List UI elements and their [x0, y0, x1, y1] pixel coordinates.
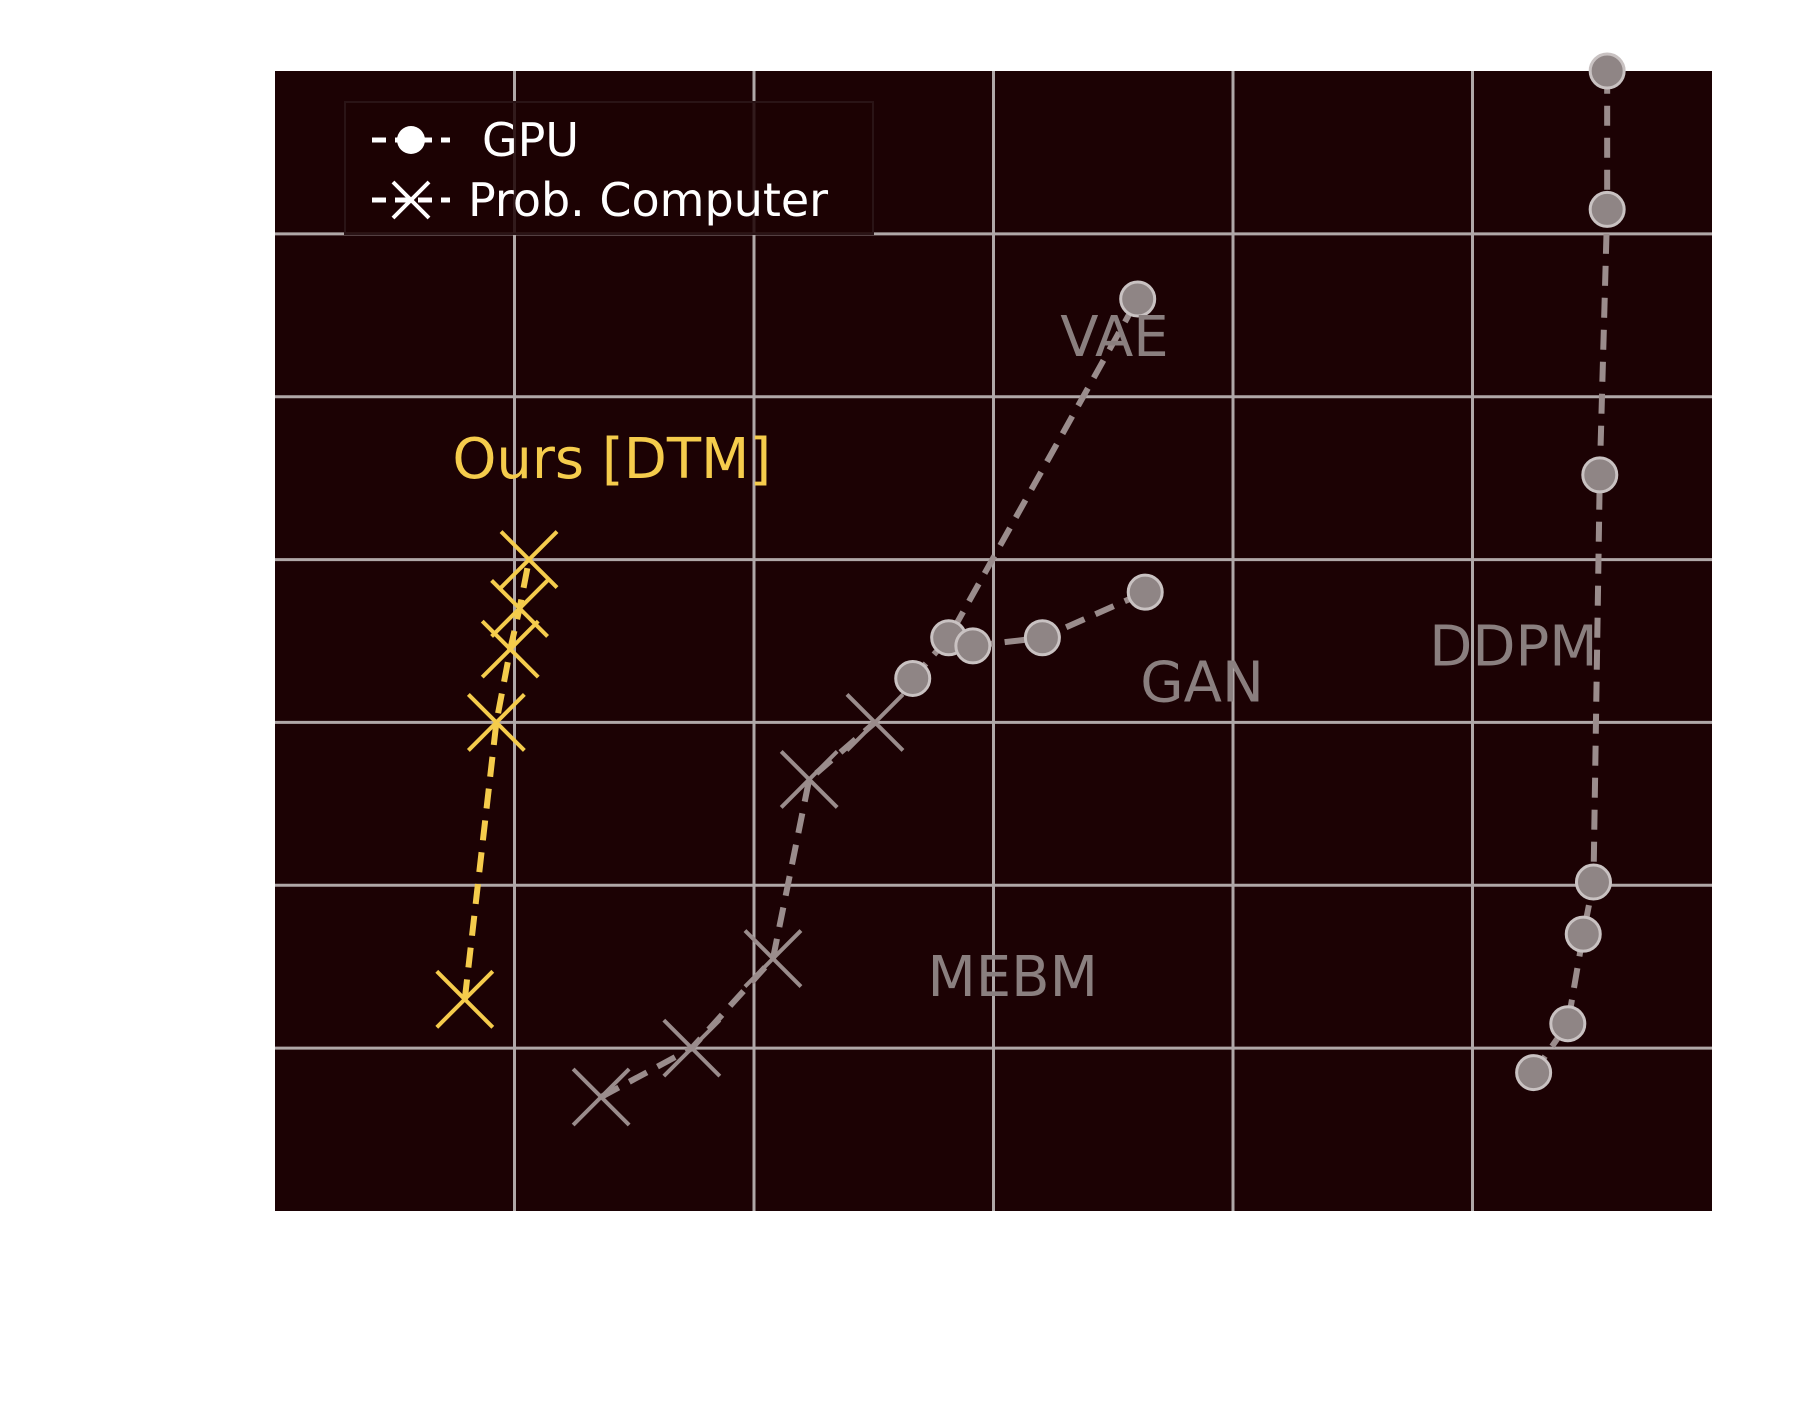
x-tick-label: 10⁻⁵: [1417, 1237, 1527, 1295]
data-point-mebm: [571, 1067, 631, 1127]
data-point-ours-dtm: [499, 530, 559, 589]
legend-marker-circle: [397, 126, 425, 154]
annotation-ours-dtm: Ours [DTM]: [452, 427, 771, 492]
data-point-gan: [1023, 619, 1061, 657]
y-tick-label: 0.07: [116, 43, 227, 101]
y-axis-label: Performance [FID]: [15, 420, 75, 892]
legend-marker-x: [391, 180, 431, 220]
data-point-ours-dtm: [480, 619, 540, 679]
series-vae: [894, 280, 1157, 697]
data-point-ddpm: [1581, 456, 1619, 494]
data-point-ours-dtm: [435, 969, 495, 1029]
data-point-ddpm: [1564, 915, 1602, 953]
series-group: [435, 52, 1626, 1127]
data-point-vae: [1119, 280, 1157, 318]
data-point-ddpm: [1588, 190, 1626, 228]
annotation-vae: VAE: [1060, 305, 1168, 370]
y-tick-label: 0.05: [116, 369, 227, 427]
data-point-ddpm: [1574, 863, 1612, 901]
data-point-ddpm: [1588, 52, 1626, 90]
y-tick-label: 0.04: [116, 532, 227, 590]
data-point-ours-dtm: [490, 579, 549, 638]
data-point-vae: [894, 659, 932, 697]
x-tick-label: 10⁻⁹: [459, 1237, 569, 1295]
data-point-mebm: [743, 929, 803, 988]
series-ddpm: [1515, 52, 1626, 1092]
grid: [275, 71, 1712, 1211]
x-axis-label: Energy Consumption (J/Sample): [578, 1313, 1406, 1373]
legend-box: [344, 101, 874, 235]
series-mebm: [571, 693, 905, 1127]
data-point-gan: [954, 627, 992, 665]
data-point-gan: [1126, 573, 1164, 611]
annotation-gan: GAN: [1140, 650, 1264, 715]
legend-item-gpu: GPU: [372, 113, 579, 167]
annotation-ddpm: DDPM: [1429, 614, 1597, 679]
annotation-mebm: MEBM: [927, 945, 1097, 1010]
y-tick-label: 0.03: [116, 694, 227, 752]
data-point-mebm: [662, 1018, 722, 1078]
legend-label: GPU: [482, 113, 579, 167]
y-tick-label: 0.00: [116, 1183, 227, 1241]
data-point-ddpm: [1549, 1005, 1587, 1043]
annotations: Ours [DTM] VAE GAN MEBM DDPM: [452, 305, 1597, 1010]
tick-labels: 10⁻⁹ 10⁻⁸ 10⁻⁷ 10⁻⁶ 10⁻⁵ 0.00 0.01 0.02 0.03 0.04…: [116, 43, 1528, 1295]
x-tick-label: 10⁻⁸: [699, 1237, 809, 1295]
data-point-ours-dtm: [466, 693, 526, 752]
series-ours-dtm: [435, 530, 559, 1029]
x-tick-label: 10⁻⁶: [1178, 1237, 1288, 1295]
legend-label: Prob. Computer: [468, 173, 828, 227]
series-line-mebm: [599, 720, 877, 1100]
data-point-mebm: [845, 693, 905, 752]
series-gan: [954, 573, 1164, 665]
x-tick-label: 10⁻⁷: [938, 1237, 1048, 1295]
legend: GPU Prob. Computer: [344, 101, 874, 235]
y-tick-label: 0.02: [116, 857, 227, 915]
data-point-mebm: [779, 750, 839, 809]
data-point-ddpm: [1515, 1054, 1553, 1092]
legend-item-prob-computer: Prob. Computer: [372, 173, 828, 227]
y-tick-label: 0.06: [116, 206, 227, 264]
y-tick-label: 0.01: [116, 1020, 227, 1078]
